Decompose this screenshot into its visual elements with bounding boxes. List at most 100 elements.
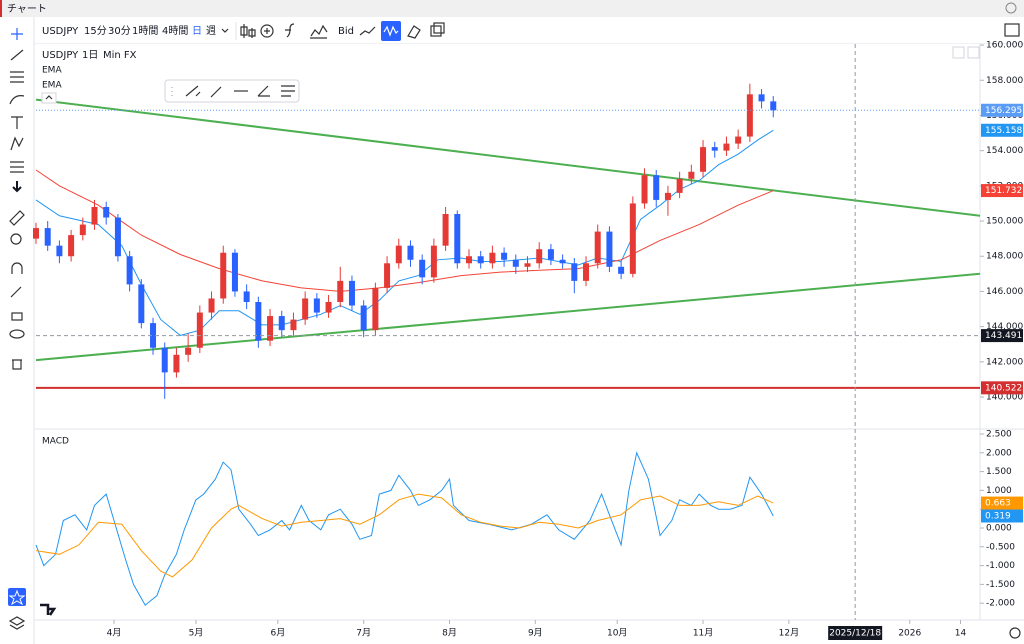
reset-button[interactable]: [967, 46, 980, 59]
candle-body: [231, 252, 238, 292]
candle-body: [138, 284, 145, 324]
more-button[interactable]: [281, 85, 295, 97]
legend-symbol: USDJPY: [42, 50, 79, 61]
candle-body: [255, 301, 262, 341]
compare-plus: [264, 28, 270, 34]
delete-tool[interactable]: [12, 359, 22, 370]
interval-button[interactable]: 1時間: [132, 25, 158, 37]
magnet-tool[interactable]: [11, 262, 23, 274]
price-badge: [981, 329, 1023, 343]
interval-button-active[interactable]: 日: [192, 26, 202, 37]
fullscreen-button[interactable]: [1004, 23, 1020, 37]
candle-body: [33, 228, 39, 239]
price-source-button[interactable]: Bid: [338, 26, 354, 37]
candle-body: [360, 305, 367, 331]
legend-indicator[interactable]: EMA: [42, 81, 62, 91]
candle-body: [583, 263, 590, 281]
drawing-button[interactable]: [407, 25, 421, 39]
crosshair-tool[interactable]: [11, 28, 23, 40]
candle-body: [688, 171, 695, 179]
alert-button[interactable]: [359, 26, 376, 36]
legend-interval: 1日: [82, 50, 98, 61]
interval-button[interactable]: 4時間: [162, 25, 188, 37]
price-badge-label: 0.663: [985, 499, 1011, 509]
legend-collapse[interactable]: [41, 92, 57, 104]
y-tick-label: 2.500: [986, 429, 1012, 439]
candle-body: [501, 252, 508, 260]
interval-button[interactable]: 週: [206, 25, 216, 37]
candle-body: [114, 217, 121, 257]
interval-button[interactable]: 15分: [84, 25, 107, 37]
fib-tool[interactable]: [10, 71, 24, 83]
candle-body: [150, 323, 157, 348]
candle-body: [629, 203, 636, 274]
candle-body: [770, 101, 777, 111]
interval-button[interactable]: 30分: [108, 25, 131, 37]
indicators-button[interactable]: [285, 23, 295, 38]
candle-body: [348, 280, 355, 306]
line-style-button[interactable]: [210, 86, 222, 98]
legend-indicator[interactable]: EMA: [42, 66, 62, 76]
pattern-tool[interactable]: [10, 136, 24, 151]
x-tick-label: 2026: [898, 629, 921, 639]
chart-style-button[interactable]: [240, 24, 256, 38]
interval-dropdown[interactable]: [221, 28, 229, 33]
crosshair-time-badge: [828, 626, 883, 640]
candle-body: [735, 136, 742, 144]
candle-body: [126, 256, 133, 285]
settings-button[interactable]: [257, 85, 270, 97]
prediction-tool[interactable]: [10, 161, 24, 173]
toolbar: USDJPY 15分 30分 1時間 4時間 日 週 Bid: [34, 17, 1024, 45]
window-controls[interactable]: [1005, 2, 1017, 14]
line-series: [35, 451, 774, 606]
object-tree-button[interactable]: [8, 616, 26, 630]
price-badge: [981, 496, 1023, 510]
candle-body: [196, 312, 203, 348]
line-series: [35, 169, 774, 292]
visibility-tool[interactable]: [9, 329, 25, 339]
y-tick-label: -0.500: [986, 542, 1015, 552]
close-button[interactable]: [1005, 2, 1017, 14]
arrow-tool[interactable]: [12, 181, 22, 193]
zoom-tool[interactable]: [10, 233, 22, 245]
settings-gear[interactable]: [1009, 627, 1021, 639]
candle-body: [372, 287, 379, 331]
title-accent: [0, 0, 2, 17]
legend-collapse-icon: [45, 95, 53, 100]
scroll-button[interactable]: [952, 46, 965, 59]
x-tick-label: 10月: [607, 628, 627, 639]
candle-body: [325, 301, 332, 313]
pane-title: MACD: [42, 437, 69, 447]
trend-line-tool[interactable]: [10, 49, 24, 61]
candle-body: [161, 347, 168, 373]
lock-tool[interactable]: [11, 312, 23, 321]
candle-body: [68, 235, 75, 257]
line-series: [35, 493, 774, 578]
ruler-tool[interactable]: [9, 210, 25, 226]
compare-button[interactable]: [260, 24, 274, 38]
layout-button[interactable]: [430, 25, 442, 37]
price-badge: [981, 184, 1023, 198]
price-badge-label: 0.319: [985, 511, 1011, 521]
symbol-button[interactable]: USDJPY: [42, 26, 79, 37]
line-color-button[interactable]: [185, 85, 201, 97]
candle-body: [477, 256, 484, 264]
text-tool[interactable]: [11, 116, 23, 129]
x-tick-label: 12月: [779, 628, 799, 639]
y-tick-label: 146.000: [986, 287, 1023, 297]
favorites-icon: [8, 589, 26, 606]
price-badge: [981, 123, 1023, 137]
candle-body: [44, 228, 51, 246]
logo: [40, 603, 57, 616]
x-tick-label: 4月: [107, 628, 122, 639]
y-tick-label: -1.500: [986, 580, 1015, 590]
candle-body: [454, 214, 461, 264]
candle-body: [465, 256, 472, 264]
brush-tool[interactable]: [9, 95, 25, 105]
candle-body: [711, 147, 718, 151]
draw-mode-tool[interactable]: [10, 286, 22, 298]
templates-button[interactable]: [310, 24, 328, 39]
candle-body: [419, 259, 426, 278]
candle-body: [208, 298, 215, 313]
candle-body: [700, 147, 707, 172]
